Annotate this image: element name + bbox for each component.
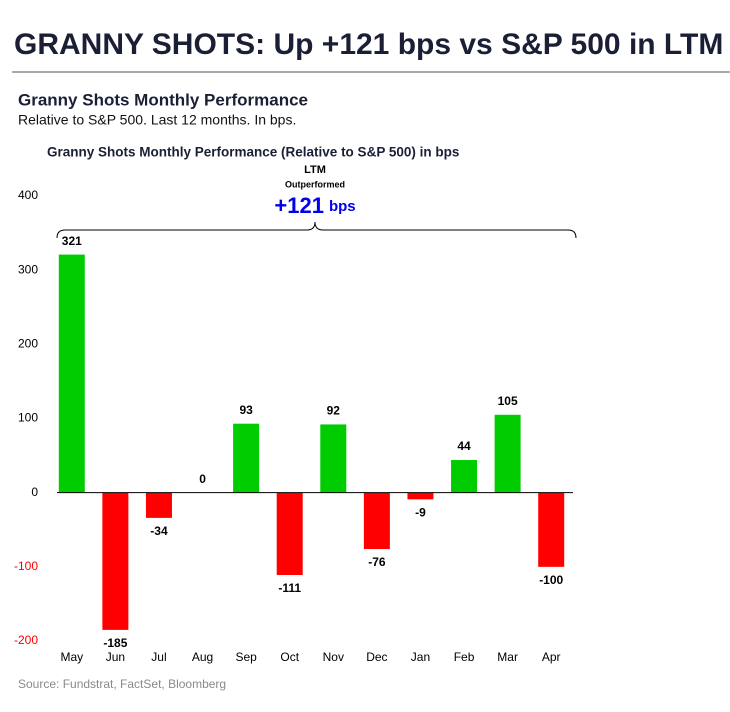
y-tick-label: -200 xyxy=(14,633,38,647)
annotation-value-line: +121 bps xyxy=(274,193,355,218)
y-tick-label: 0 xyxy=(31,485,38,499)
bar xyxy=(538,492,565,567)
value-label: -100 xyxy=(539,573,563,587)
bar xyxy=(58,254,85,493)
x-tick-label: Sep xyxy=(235,650,257,664)
x-tick-label: Jul xyxy=(151,650,166,664)
y-tick-label: -100 xyxy=(14,559,38,573)
bar xyxy=(494,414,521,493)
bar xyxy=(233,423,260,493)
subtitle: Granny Shots Monthly Performance xyxy=(18,90,308,109)
x-tick-label: Oct xyxy=(280,650,299,664)
x-tick-label: Mar xyxy=(497,650,518,664)
chart-title: Granny Shots Monthly Performance (Relati… xyxy=(47,145,459,160)
annotation-unit: bps xyxy=(329,198,356,215)
value-label: -76 xyxy=(368,555,386,569)
annotation-label: LTM xyxy=(304,164,326,176)
bar xyxy=(145,492,172,518)
bar xyxy=(407,492,434,500)
value-label: -185 xyxy=(103,636,127,650)
brace xyxy=(56,221,577,239)
bar xyxy=(363,492,390,550)
value-label: 321 xyxy=(62,234,82,248)
y-tick-label: 400 xyxy=(18,188,38,202)
value-label: 93 xyxy=(239,403,253,417)
value-label: 44 xyxy=(457,439,471,453)
annotation-value: +121 xyxy=(274,193,324,218)
y-tick-label: 200 xyxy=(18,337,38,351)
value-label: 105 xyxy=(498,394,518,408)
x-tick-label: Dec xyxy=(366,650,387,664)
value-label: -9 xyxy=(415,506,426,520)
y-tick-label: 300 xyxy=(18,262,38,276)
x-tick-label: Apr xyxy=(542,650,561,664)
x-tick-label: Nov xyxy=(323,650,344,664)
x-tick-label: Feb xyxy=(454,650,475,664)
source: Source: Fundstrat, FactSet, Bloomberg xyxy=(18,677,226,691)
value-label: -34 xyxy=(150,524,168,538)
x-tick-label: Jun xyxy=(106,650,125,664)
description: Relative to S&P 500. Last 12 months. In … xyxy=(18,112,296,128)
x-tick-label: Aug xyxy=(192,650,213,664)
x-tick-label: Jan xyxy=(411,650,430,664)
value-label: -111 xyxy=(278,581,301,595)
bar xyxy=(451,460,478,493)
value-label: 0 xyxy=(199,472,206,486)
x-tick-label: May xyxy=(60,650,83,664)
value-label: 92 xyxy=(327,404,341,418)
bar xyxy=(320,424,347,493)
annotation-sublabel: Outperformed xyxy=(285,179,345,189)
bar xyxy=(276,492,303,575)
bar xyxy=(102,492,129,630)
y-tick-label: 100 xyxy=(18,411,38,425)
page-title: GRANNY SHOTS: Up +121 bps vs S&P 500 in … xyxy=(14,28,723,61)
